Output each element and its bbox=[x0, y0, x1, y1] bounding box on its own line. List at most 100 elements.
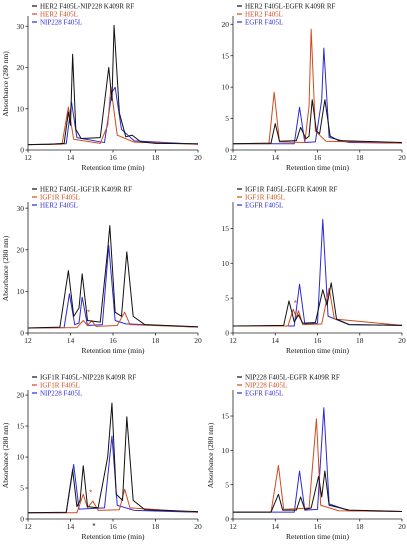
legend-label: IGF1R F405L bbox=[245, 193, 285, 201]
legend-label: IGF1R F405L-EGFR K409R RF bbox=[245, 185, 337, 193]
peak-asterisk: * bbox=[89, 488, 92, 497]
x-tick-label: 20 bbox=[398, 336, 406, 345]
y-tick-label: 10 bbox=[222, 259, 230, 268]
series-line-3 bbox=[233, 47, 403, 145]
x-tick-label: 18 bbox=[152, 522, 160, 531]
x-tick-label: 20 bbox=[194, 522, 202, 531]
y-tick-label: 0 bbox=[225, 146, 229, 155]
x-tick-label: 16 bbox=[314, 336, 322, 345]
x-tick-label: 20 bbox=[194, 153, 202, 162]
y-tick-label: 15 bbox=[222, 224, 230, 233]
x-axis-title: Retention time (min) bbox=[286, 532, 349, 541]
y-tick-label: 20 bbox=[17, 63, 25, 72]
chart-panel-3: 12 14 16 18 20 0 10 20 30 Retention time (min) Abs… bbox=[1, 185, 202, 355]
chart-panel-1: 12 14 16 18 20 0 10 20 30 Retention time (min) Abs… bbox=[1, 2, 202, 172]
y-tick-label: 10 bbox=[17, 453, 25, 462]
chart-panel-2: 12 14 16 18 20 0 5 10 15 20 Retention time (min) HE… bbox=[222, 2, 407, 172]
x-axis-title: Retention time (min) bbox=[286, 163, 349, 172]
legend-label: NIP228 F405L bbox=[245, 381, 287, 389]
y-tick-label: 15 bbox=[222, 412, 230, 421]
series-line-2 bbox=[233, 287, 403, 327]
series-line-1 bbox=[27, 225, 199, 329]
series-line-3 bbox=[233, 407, 403, 513]
legend-label: IGF1R F405L bbox=[40, 381, 80, 389]
y-tick-label: 5 bbox=[20, 484, 24, 493]
x-tick-label: 12 bbox=[24, 336, 32, 345]
y-axis-title: Absorbance (280 nm) bbox=[1, 422, 10, 488]
y-tick-label: 20 bbox=[17, 391, 25, 400]
x-tick-label: 20 bbox=[398, 153, 406, 162]
x-tick-label: 12 bbox=[229, 153, 237, 162]
x-tick-label: 16 bbox=[314, 522, 322, 531]
legend-label: EGFR F405L bbox=[245, 389, 283, 397]
x-tick-label: 12 bbox=[24, 153, 32, 162]
x-tick-label: 14 bbox=[67, 522, 75, 531]
x-tick-label: 14 bbox=[272, 336, 280, 345]
x-tick-label: 14 bbox=[67, 153, 75, 162]
y-tick-label: 0 bbox=[20, 329, 24, 338]
y-tick-label: 0 bbox=[225, 515, 229, 524]
series-line-3 bbox=[27, 245, 199, 329]
series-line-2 bbox=[28, 488, 199, 514]
y-axis-title: Absorbance (280 nm) bbox=[1, 235, 10, 301]
y-tick-label: 10 bbox=[17, 104, 25, 113]
x-tick-label: 20 bbox=[194, 336, 202, 345]
y-tick-label: 10 bbox=[222, 446, 230, 455]
y-tick-label: 10 bbox=[222, 83, 230, 92]
series-line-3 bbox=[233, 218, 403, 327]
x-tick-label: 12 bbox=[229, 336, 237, 345]
series-line-1 bbox=[27, 402, 199, 514]
y-tick-label: 20 bbox=[222, 20, 230, 29]
chart-panel-4: 12 14 16 18 20 0 5 10 15 Retention time (min) * IGF… bbox=[222, 185, 407, 355]
x-tick-label: 16 bbox=[109, 336, 117, 345]
x-tick-label: 14 bbox=[272, 153, 280, 162]
series-line-2 bbox=[27, 86, 199, 146]
peak-asterisk: * bbox=[294, 299, 297, 308]
series-line-2 bbox=[27, 311, 199, 329]
legend-label: HER2 F405L-EGFR K409R RF bbox=[245, 2, 336, 10]
y-tick-label: 0 bbox=[20, 515, 24, 524]
chart-panel-5: 12 14 16 18 20 0 5 10 15 20 Retention time (min) Ab… bbox=[1, 373, 202, 541]
x-tick-label: 16 bbox=[109, 153, 117, 162]
y-tick-label: 20 bbox=[17, 245, 25, 254]
legend-label: EGFR F405L bbox=[245, 201, 283, 209]
x-tick-label: 18 bbox=[356, 153, 364, 162]
series-line-1 bbox=[233, 470, 403, 513]
legend-label: NIP228 F405L bbox=[40, 18, 82, 26]
peak-asterisk: * bbox=[92, 522, 95, 531]
legend-label: HER2 F405L-NIP228 K409R RF bbox=[40, 2, 134, 10]
y-tick-label: 15 bbox=[17, 422, 25, 431]
legend-label: HER2 F405L bbox=[245, 10, 283, 18]
x-tick-label: 16 bbox=[314, 153, 322, 162]
legend-label: IGF1R F405L bbox=[40, 193, 80, 201]
x-axis-title: Retention time (min) bbox=[82, 163, 145, 172]
x-tick-label: 18 bbox=[356, 522, 364, 531]
legend-label: NIP228 F405L bbox=[40, 389, 82, 397]
x-axis-title: Retention time (min) bbox=[82, 532, 145, 541]
x-tick-label: 20 bbox=[398, 522, 406, 531]
x-tick-label: 18 bbox=[152, 153, 160, 162]
y-tick-label: 5 bbox=[225, 294, 229, 303]
legend-label: IGF1R F405L-NIP228 K409R RF bbox=[40, 373, 136, 381]
y-axis-title: Absorbance (280 nm) bbox=[206, 422, 215, 488]
y-axis-title: Absorbance (280 nm) bbox=[1, 51, 10, 117]
legend-label: HER2 F405L bbox=[40, 201, 78, 209]
x-tick-label: 14 bbox=[67, 336, 75, 345]
y-tick-label: 0 bbox=[20, 146, 24, 155]
x-tick-label: 18 bbox=[152, 336, 160, 345]
series-line-1 bbox=[27, 24, 199, 146]
y-tick-label: 15 bbox=[222, 51, 230, 60]
series-line-1 bbox=[232, 99, 403, 145]
y-tick-label: 30 bbox=[17, 22, 25, 31]
series-line-2 bbox=[233, 28, 403, 145]
legend-label: HER2 F405L bbox=[40, 10, 78, 18]
y-tick-label: 5 bbox=[225, 480, 229, 489]
x-axis-title: Retention time (min) bbox=[82, 346, 145, 355]
peak-asterisk: * bbox=[87, 309, 90, 318]
series-line-3 bbox=[27, 86, 199, 146]
y-tick-label: 30 bbox=[17, 204, 25, 213]
x-tick-label: 14 bbox=[272, 522, 280, 531]
series-line-3 bbox=[28, 435, 199, 514]
y-tick-label: 0 bbox=[225, 329, 229, 338]
